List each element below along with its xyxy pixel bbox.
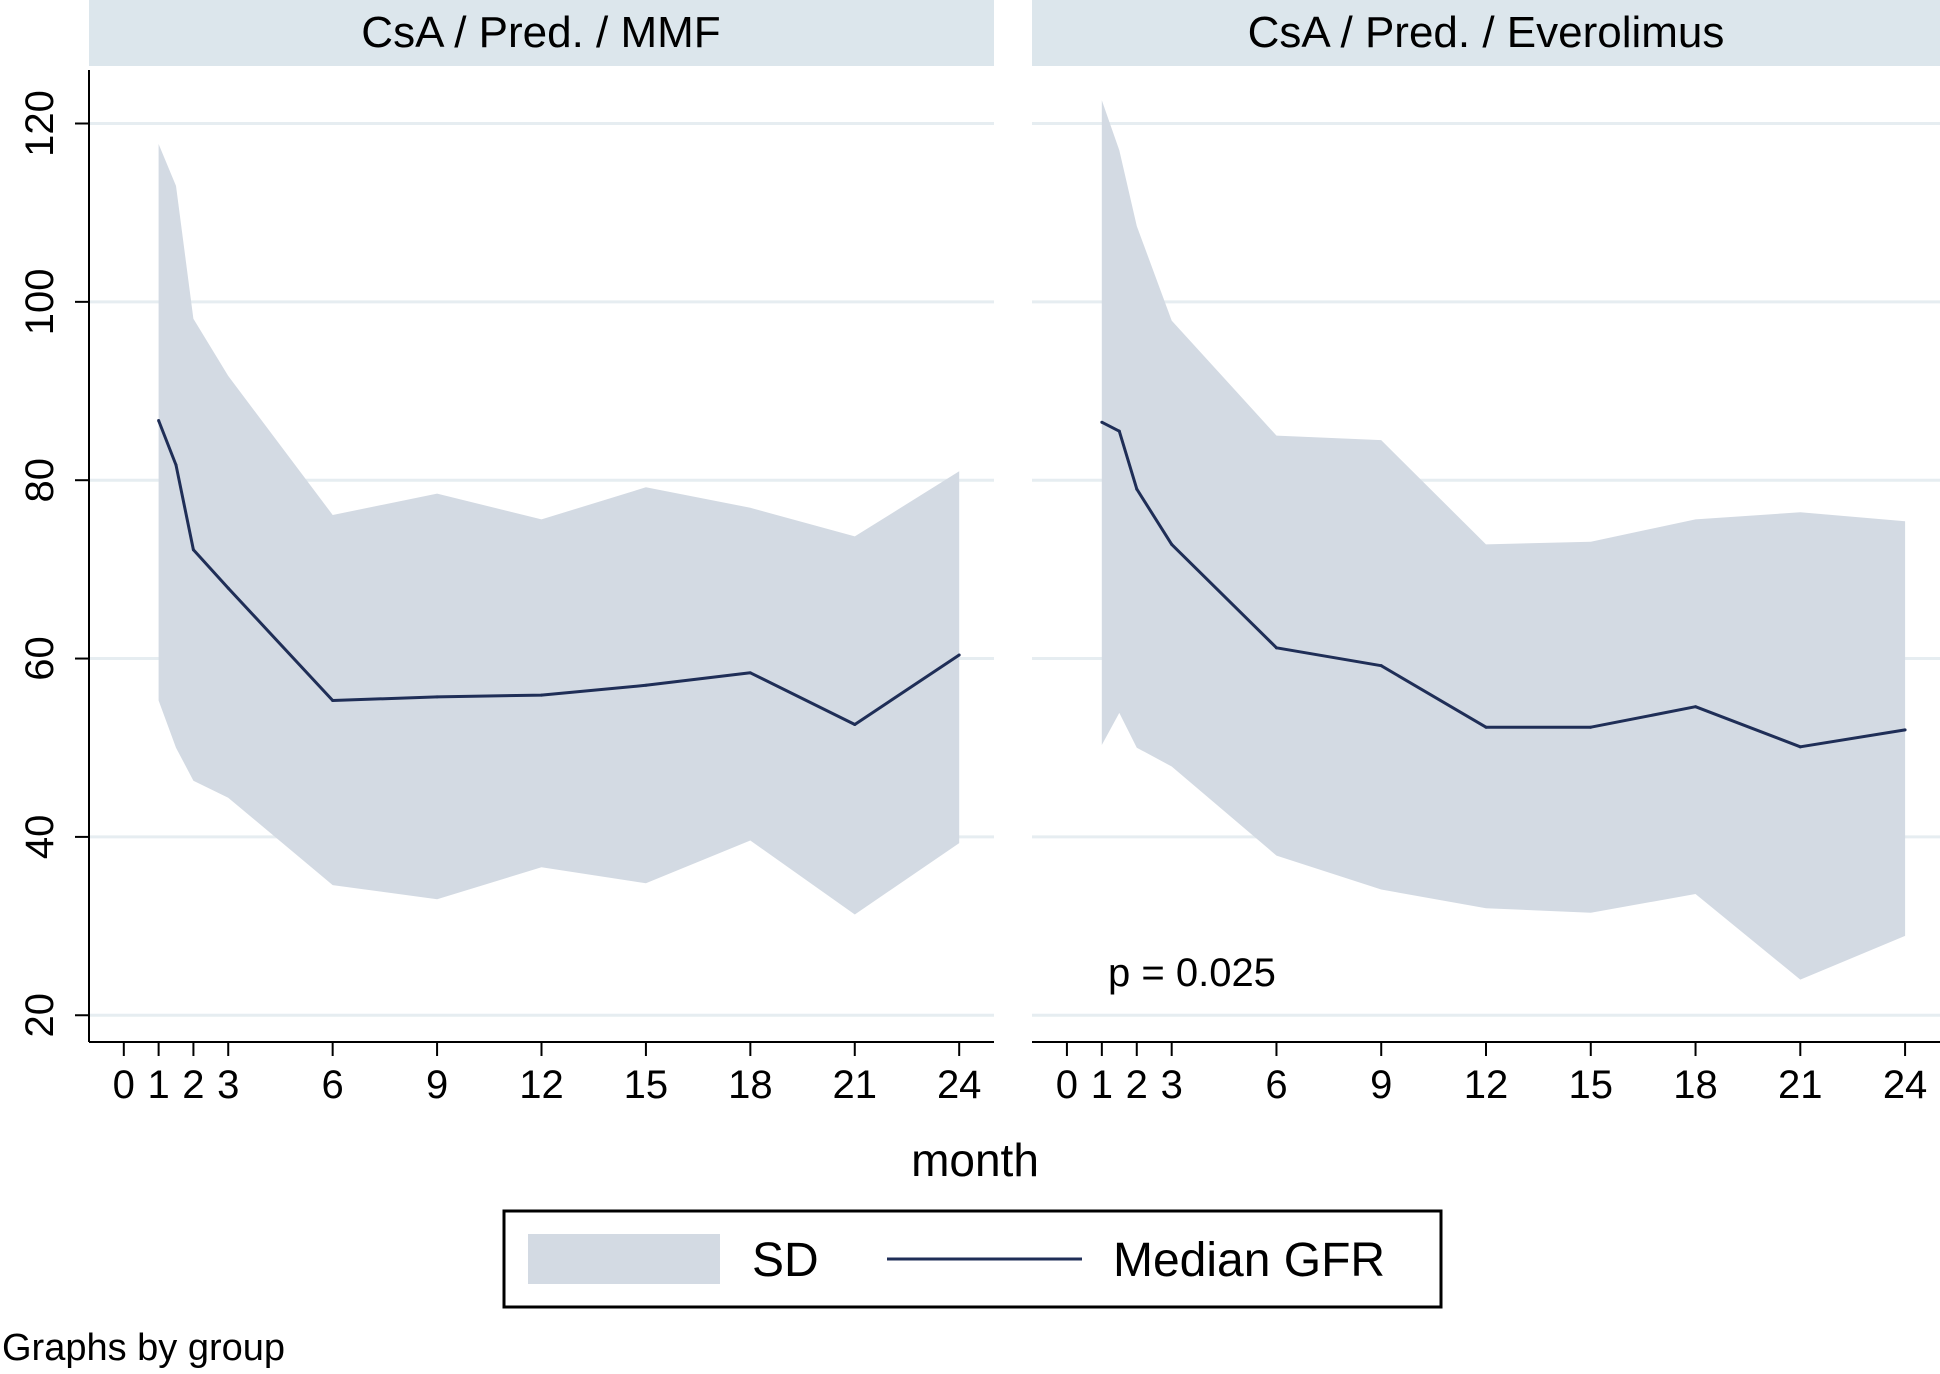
x-tick-label: 2 — [182, 1063, 204, 1107]
x-tick-label: 6 — [322, 1063, 344, 1107]
median-point — [157, 418, 161, 422]
x-tick-label: 0 — [1056, 1063, 1078, 1107]
median-point — [1798, 745, 1802, 749]
legend-sd-label: SD — [752, 1234, 819, 1287]
sd-band — [1101, 100, 1906, 980]
panel-left-plot: 0 1 2 3 6 9 12 15 18 21 24 — [89, 122, 994, 1107]
median-point — [1484, 725, 1488, 729]
x-tick-label: 24 — [1883, 1063, 1928, 1107]
x-tick-label: 9 — [1370, 1063, 1392, 1107]
median-point — [1903, 728, 1907, 732]
median-point — [1170, 542, 1174, 546]
panel-title-strip — [1032, 0, 1940, 66]
x-tick-label: 21 — [1778, 1063, 1823, 1107]
x-tick-label: 18 — [1673, 1063, 1718, 1107]
y-tick-label: 40 — [18, 815, 62, 860]
x-tick-label: 6 — [1265, 1063, 1287, 1107]
x-tick-label: 15 — [624, 1063, 669, 1107]
median-point — [1100, 420, 1104, 424]
panel-right: CsA / Pred. / Everolimus 0 1 2 3 6 9 12 15 18 21 2… — [1032, 0, 1940, 1107]
median-point — [174, 463, 178, 467]
x-tick-label: 3 — [217, 1063, 239, 1107]
median-point — [1117, 429, 1121, 433]
x-tick-label: 18 — [728, 1063, 773, 1107]
median-point — [1274, 646, 1278, 650]
median-point — [191, 548, 195, 552]
median-point — [226, 586, 230, 590]
x-tick-label: 1 — [1091, 1063, 1113, 1107]
x-tick-label: 24 — [937, 1063, 982, 1107]
y-axis: 20 40 60 80 100 120 — [18, 70, 90, 1042]
panel-right-plot: 0 1 2 3 6 9 12 15 18 21 24 — [1032, 100, 1940, 1107]
panel-left: CsA / Pred. / MMF 0 1 2 3 6 9 12 15 18 21 24 — [89, 0, 994, 1107]
x-tick-label: 0 — [113, 1063, 135, 1107]
panel-title-right: CsA / Pred. / Everolimus — [1248, 8, 1725, 57]
x-tick-label: 12 — [1464, 1063, 1509, 1107]
x-tick-label: 2 — [1126, 1063, 1148, 1107]
y-tick-label: 100 — [18, 268, 62, 335]
y-tick-label: 20 — [18, 993, 62, 1038]
legend: SD Median GFR — [502, 1209, 1443, 1309]
median-point — [331, 698, 335, 702]
median-point — [1694, 705, 1698, 709]
legend-sd-swatch — [528, 1234, 720, 1284]
median-point — [1379, 664, 1383, 668]
p-value-annotation: p = 0.025 — [1108, 951, 1276, 995]
x-tick-label: 21 — [833, 1063, 878, 1107]
x-tick-label: 12 — [519, 1063, 564, 1107]
median-point — [1135, 487, 1139, 491]
median-point — [957, 653, 961, 657]
x-tick-label: 9 — [426, 1063, 448, 1107]
graphs-by-note: Graphs by group — [2, 1327, 286, 1369]
sd-band — [158, 144, 960, 915]
median-point — [1589, 725, 1593, 729]
median-point — [853, 723, 857, 727]
y-tick-label: 60 — [18, 636, 62, 681]
y-tick-label: 80 — [18, 458, 62, 503]
x-tick-label: 3 — [1161, 1063, 1183, 1107]
x-axis-label: month — [911, 1134, 1039, 1186]
panel-title-left: CsA / Pred. / MMF — [361, 8, 720, 57]
median-point — [748, 671, 752, 675]
x-tick-label: 15 — [1569, 1063, 1614, 1107]
x-tick-label: 1 — [147, 1063, 169, 1107]
y-tick-label: 120 — [18, 90, 62, 157]
legend-median-label: Median GFR — [1113, 1234, 1385, 1287]
median-point — [540, 693, 543, 697]
median-point — [435, 695, 439, 699]
panel-title-strip — [89, 0, 994, 66]
median-point — [644, 683, 648, 687]
